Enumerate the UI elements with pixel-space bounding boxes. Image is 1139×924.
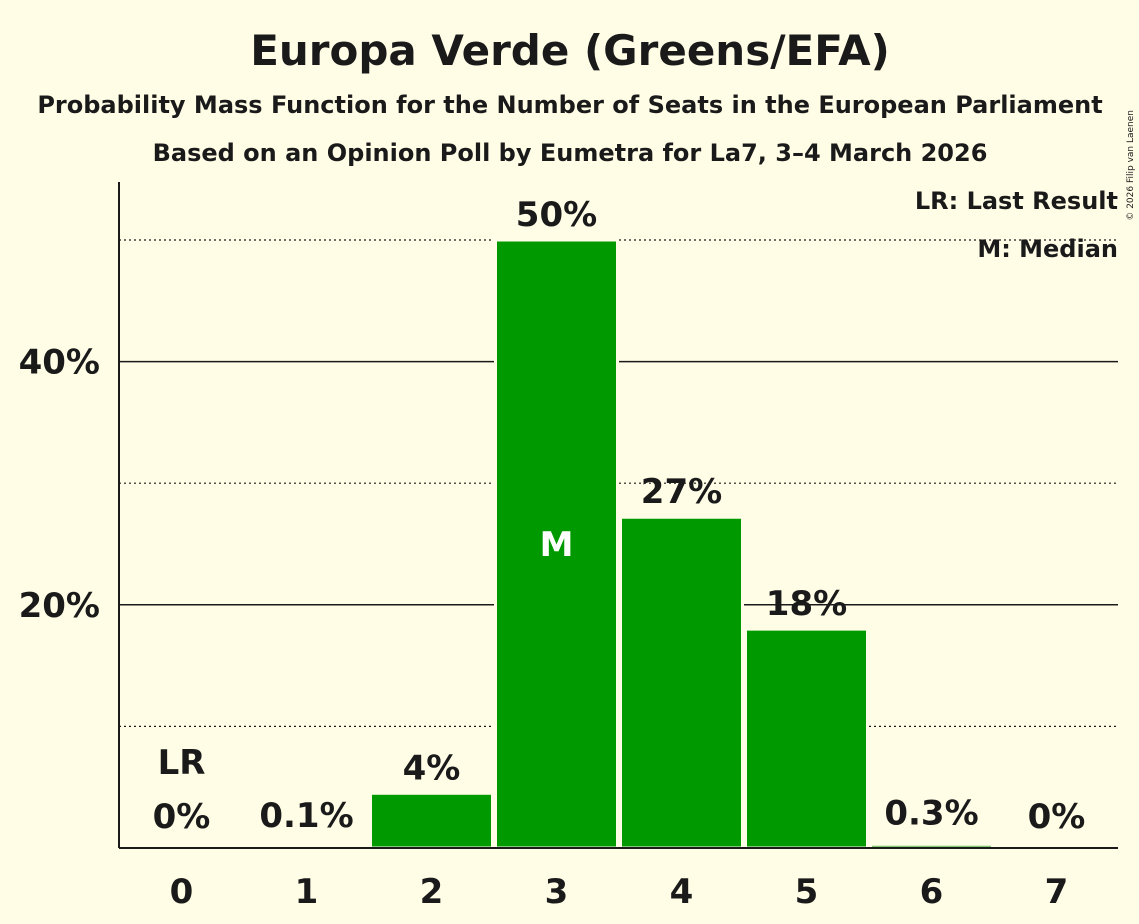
bars — [244, 238, 994, 850]
data-label: 27% — [641, 472, 722, 512]
bar — [369, 791, 494, 850]
data-label: 18% — [766, 584, 847, 624]
chart-subtitle: Probability Mass Function for the Number… — [37, 91, 1102, 119]
x-tick-label: 1 — [295, 872, 319, 912]
bar — [619, 515, 744, 850]
data-label: 0.3% — [884, 793, 978, 833]
data-label: 0% — [153, 797, 211, 837]
x-tick-label: 4 — [670, 872, 694, 912]
y-tick-label: 40% — [19, 343, 100, 383]
last-result-marker: LR — [158, 743, 206, 783]
data-label: 0.1% — [259, 796, 353, 836]
data-label: 0% — [1028, 797, 1086, 837]
x-tick-label: 5 — [795, 872, 819, 912]
x-tick-label: 2 — [420, 872, 444, 912]
x-tick-label: 3 — [545, 872, 569, 912]
y-tick-bg — [20, 335, 108, 380]
bar — [494, 238, 619, 850]
x-tick-labels: 0 1 2 3 4 5 6 7 — [170, 872, 1069, 912]
legend-last-result: LR: Last Result — [915, 187, 1118, 215]
x-tick-label: 0 — [170, 872, 194, 912]
x-tick-label: 6 — [920, 872, 944, 912]
data-label: 4% — [403, 748, 461, 788]
y-tick-labels: 20% 40% — [19, 335, 108, 626]
chart-subtitle-poll: Based on an Opinion Poll by Eumetra for … — [153, 139, 988, 167]
data-label: 50% — [516, 195, 597, 235]
median-marker: M — [540, 525, 574, 565]
chart-title: Europa Verde (Greens/EFA) — [250, 26, 890, 75]
y-tick-bg — [20, 578, 108, 623]
x-tick-label: 7 — [1045, 872, 1069, 912]
legend-median: M: Median — [977, 235, 1118, 263]
bar — [744, 627, 869, 850]
y-tick-label: 20% — [19, 586, 100, 626]
data-labels: 0% LR 0.1% 4% 50% M 27% 18% 0.3% 0% — [153, 195, 1086, 837]
copyright-notice: © 2026 Filip van Laenen — [1126, 110, 1136, 221]
